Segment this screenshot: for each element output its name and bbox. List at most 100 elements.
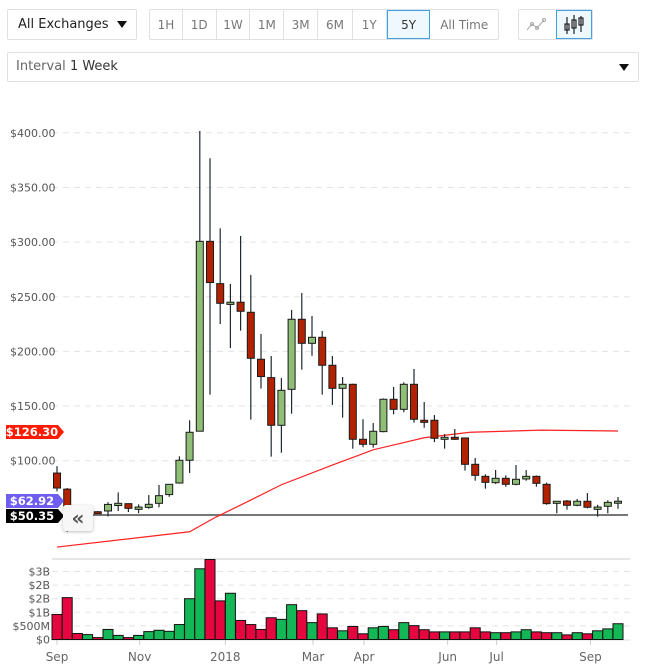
- candle-body: [583, 500, 592, 508]
- range-button-1y[interactable]: 1Y: [353, 10, 387, 39]
- volume-tick-label: $500M: [13, 620, 51, 633]
- range-button-1m[interactable]: 1M: [250, 10, 285, 39]
- candle: [512, 465, 520, 486]
- volume-bar: [255, 628, 267, 640]
- volume-bar: [204, 559, 216, 640]
- range-button-all-time[interactable]: All Time: [440, 17, 489, 32]
- candle-body: [93, 511, 102, 515]
- candle: [430, 415, 439, 443]
- volume-bar: [459, 631, 471, 640]
- volume-bar: [551, 632, 563, 641]
- x-axis-label: Sep: [46, 650, 69, 664]
- moving-average-label-text: $126.30: [6, 425, 58, 439]
- price-tick-label: $100.00: [10, 455, 56, 468]
- range-button-5y[interactable]: 5Y: [386, 10, 431, 39]
- candle: [277, 377, 286, 453]
- volume-bar: [520, 629, 532, 641]
- volume-bar: [398, 622, 410, 640]
- candle: [399, 382, 408, 413]
- volume-bar: [418, 629, 430, 641]
- volume-tick-label: $2B: [28, 593, 50, 606]
- volume-bar: [541, 632, 553, 641]
- candle: [369, 422, 378, 448]
- volume-bar: [163, 630, 175, 641]
- candle: [165, 483, 174, 497]
- volume-tick-label: $3B: [28, 566, 50, 579]
- candlestick-chart-button[interactable]: [555, 10, 592, 39]
- candle-body: [206, 240, 214, 284]
- candle: [185, 420, 194, 474]
- candle: [614, 496, 622, 509]
- volume-bar: [479, 631, 491, 640]
- volume-bar: [439, 631, 451, 640]
- chart-type-toggle: [518, 9, 593, 40]
- candle: [603, 500, 612, 514]
- candle-body: [134, 506, 143, 510]
- candle-body: [542, 483, 551, 505]
- price-tick-label: $350.00: [10, 181, 56, 194]
- candle: [114, 492, 123, 511]
- line-chart-button[interactable]: [519, 10, 556, 39]
- candle-body: [155, 495, 163, 504]
- candle: [53, 466, 61, 492]
- volume-bar: [224, 592, 236, 641]
- interval-dropdown[interactable]: Interval 1 Week: [7, 52, 639, 82]
- candle-body: [175, 459, 184, 484]
- candle-body: [563, 500, 571, 506]
- candle: [389, 387, 398, 415]
- interval-label: Interval: [16, 59, 66, 74]
- candle: [573, 498, 582, 507]
- range-button-6m[interactable]: 6M: [318, 10, 353, 39]
- exchange-dropdown[interactable]: All Exchanges: [7, 9, 137, 40]
- candle-body: [410, 383, 418, 420]
- candle: [175, 456, 184, 484]
- candle-body: [236, 301, 245, 312]
- candle-body: [318, 336, 327, 366]
- candle-body: [257, 358, 265, 378]
- volume-bar: [316, 613, 328, 641]
- volume-bar: [449, 631, 461, 640]
- candlestick-chart-icon: [564, 14, 584, 34]
- candle: [318, 330, 327, 395]
- volume-bar: [112, 634, 124, 640]
- scroll-back-button[interactable]: «: [63, 505, 93, 531]
- candle-body: [430, 419, 439, 439]
- range-button-3m[interactable]: 3M: [284, 10, 319, 39]
- range-button-1d[interactable]: 1D: [183, 10, 217, 39]
- moving-average-label: $126.30: [6, 425, 64, 439]
- candle: [450, 429, 459, 440]
- volume-bar: [377, 625, 389, 640]
- volume-bar: [428, 631, 440, 640]
- candle: [440, 434, 449, 449]
- candle: [471, 457, 480, 481]
- candle-body: [328, 364, 337, 389]
- candle-body: [338, 383, 347, 389]
- x-axis-label: Apr: [354, 650, 375, 664]
- range-button-1w[interactable]: 1W: [217, 10, 251, 39]
- candle: [532, 475, 541, 487]
- range-button-1h[interactable]: 1H: [150, 10, 183, 39]
- volume-bar: [612, 623, 624, 640]
- candle: [257, 333, 265, 389]
- candle-body: [461, 437, 469, 465]
- x-axis-label: Nov: [128, 650, 151, 664]
- candle-body: [501, 477, 510, 485]
- candle-body: [369, 430, 378, 445]
- candle: [155, 484, 163, 508]
- volume-bar: [286, 604, 298, 641]
- x-axis-label: 2018: [210, 650, 241, 664]
- current-price-label: $62.92: [6, 494, 64, 508]
- candle-body: [277, 389, 286, 426]
- candle-body: [308, 336, 316, 344]
- x-axis-label: Jul: [488, 650, 503, 664]
- price-tick-label: $250.00: [10, 291, 56, 304]
- volume-bar: [92, 637, 104, 641]
- moving-average-line: [56, 429, 619, 548]
- range-selector: 1H 1D 1W 1M 3M 6M 1Y 5Y All Time: [149, 9, 499, 40]
- volume-bar: [143, 631, 155, 640]
- volume-bar: [500, 632, 512, 641]
- volume-bar: [408, 625, 420, 640]
- volume-bar: [306, 622, 318, 640]
- volume-bar: [347, 625, 359, 640]
